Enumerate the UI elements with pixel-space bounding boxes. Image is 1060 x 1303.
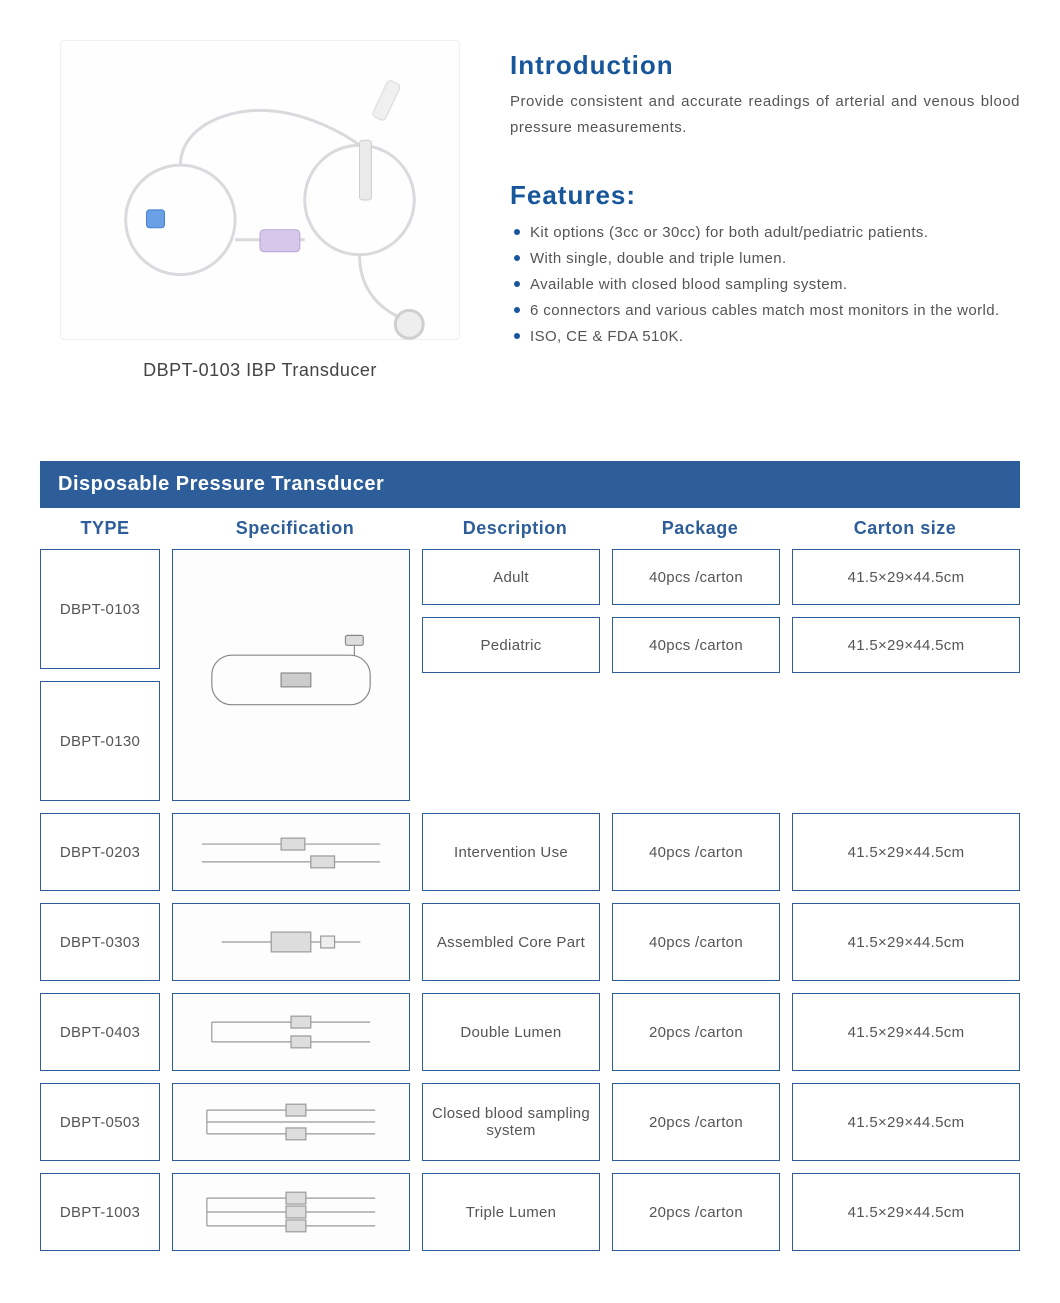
carton-cell: 41.5×29×44.5cm: [792, 617, 1020, 673]
spec-diagram-icon: [192, 1008, 390, 1056]
spec-diagram-icon: [192, 1188, 390, 1236]
spec-diagram-icon: [192, 918, 390, 966]
col-header-desc: Description: [420, 518, 610, 539]
table-section: Disposable Pressure Transducer TYPE Spec…: [40, 461, 1020, 1251]
col-header-carton: Carton size: [790, 518, 1020, 539]
feature-item: ISO, CE & FDA 510K.: [514, 325, 1020, 349]
spec-diagram-icon: [192, 1098, 390, 1146]
carton-cell: 41.5×29×44.5cm: [792, 549, 1020, 605]
feature-item: Available with closed blood sampling sys…: [514, 273, 1020, 297]
pkg-cell: 40pcs /carton: [612, 549, 780, 605]
carton-cell: 41.5×29×44.5cm: [792, 1173, 1020, 1251]
type-cell: DBPT-0203: [40, 813, 160, 891]
col-header-pkg: Package: [610, 518, 790, 539]
carton-cell: 41.5×29×44.5cm: [792, 903, 1020, 981]
carton-cell: 41.5×29×44.5cm: [792, 993, 1020, 1071]
desc-cell: Pediatric: [422, 617, 600, 673]
spec-cell: [172, 813, 410, 891]
text-column: Introduction Provide consistent and accu…: [510, 40, 1020, 381]
spec-cell: [172, 1083, 410, 1161]
feature-item: Kit options (3cc or 30cc) for both adult…: [514, 221, 1020, 245]
type-cell: DBPT-0503: [40, 1083, 160, 1161]
transducer-illustration-icon: [61, 40, 459, 340]
feature-item: With single, double and triple lumen.: [514, 247, 1020, 271]
desc-cell: Closed blood sampling system: [422, 1083, 600, 1161]
carton-cell: 41.5×29×44.5cm: [792, 1083, 1020, 1161]
type-cell: DBPT-0103: [40, 549, 160, 669]
column-headers: TYPE Specification Description Package C…: [40, 518, 1020, 539]
table-row: DBPT-0303 Assembled Core Part 40pcs /car…: [40, 903, 1020, 981]
top-section: DBPT-0103 IBP Transducer Introduction Pr…: [40, 40, 1020, 381]
table-row: DBPT-0503 Closed blood sampling system 2…: [40, 1083, 1020, 1161]
product-image: [60, 40, 460, 340]
desc-cell: Adult: [422, 549, 600, 605]
intro-heading: Introduction: [510, 50, 1020, 81]
table-row: DBPT-0403 Double Lumen 20pcs /carton 41.…: [40, 993, 1020, 1071]
desc-cell: Triple Lumen: [422, 1173, 600, 1251]
spec-cell: [172, 549, 410, 801]
spec-cell: [172, 1173, 410, 1251]
col-header-spec: Specification: [170, 518, 420, 539]
col-header-type: TYPE: [40, 518, 170, 539]
features-list: Kit options (3cc or 30cc) for both adult…: [510, 221, 1020, 349]
pkg-cell: 40pcs /carton: [612, 903, 780, 981]
pkg-cell: 40pcs /carton: [612, 617, 780, 673]
table-row-group: DBPT-0103 DBPT-0130 Adult 40pcs /carton …: [40, 549, 1020, 801]
table-row: DBPT-0203 Intervention Use 40pcs /carton…: [40, 813, 1020, 891]
desc-cell: Double Lumen: [422, 993, 600, 1071]
table-title-bar: Disposable Pressure Transducer: [40, 461, 1020, 508]
pkg-cell: 20pcs /carton: [612, 1173, 780, 1251]
spec-diagram-icon: [192, 828, 390, 876]
spec-diagram-icon: [192, 625, 390, 725]
pkg-cell: 40pcs /carton: [612, 813, 780, 891]
pkg-cell: 20pcs /carton: [612, 993, 780, 1071]
type-cell: DBPT-0403: [40, 993, 160, 1071]
spec-cell: [172, 903, 410, 981]
desc-cell: Assembled Core Part: [422, 903, 600, 981]
features-heading: Features:: [510, 180, 1020, 211]
type-cell: DBPT-0303: [40, 903, 160, 981]
product-image-column: DBPT-0103 IBP Transducer: [40, 40, 480, 381]
spec-cell: [172, 993, 410, 1071]
intro-text: Provide consistent and accurate readings…: [510, 89, 1020, 140]
desc-cell: Intervention Use: [422, 813, 600, 891]
feature-item: 6 connectors and various cables match mo…: [514, 299, 1020, 323]
carton-cell: 41.5×29×44.5cm: [792, 813, 1020, 891]
product-caption: DBPT-0103 IBP Transducer: [143, 360, 377, 381]
table-row: DBPT-1003 Triple Lumen 20pcs /carton 41.…: [40, 1173, 1020, 1251]
pkg-cell: 20pcs /carton: [612, 1083, 780, 1161]
type-cell: DBPT-0130: [40, 681, 160, 801]
type-cell: DBPT-1003: [40, 1173, 160, 1251]
